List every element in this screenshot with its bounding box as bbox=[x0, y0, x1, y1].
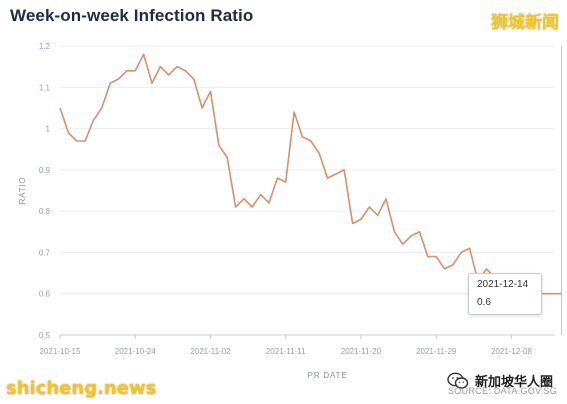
y-axis-title: RATIO bbox=[18, 177, 27, 205]
source-text: SOURCE: DATA.GOV.SG bbox=[447, 386, 557, 396]
y-tick-label: 0.6 bbox=[39, 290, 51, 299]
y-tick-label: 0.8 bbox=[39, 207, 51, 216]
x-tick-label: 2021-12-08 bbox=[491, 347, 532, 356]
series-line bbox=[59, 53, 562, 295]
watermark-top-right: 狮城新闻 bbox=[491, 13, 559, 33]
y-tick-label: 0.9 bbox=[39, 166, 51, 175]
series-group bbox=[59, 53, 562, 295]
x-tick-label: 2021-11-29 bbox=[416, 347, 457, 356]
tooltip-date: 2021-12-14 bbox=[477, 279, 529, 290]
y-tick-label: 1 bbox=[46, 125, 51, 134]
x-tick-label: 2021-10-24 bbox=[115, 347, 156, 356]
y-tick-label: 0.5 bbox=[39, 331, 51, 340]
y-tick-label: 0.7 bbox=[39, 248, 51, 257]
x-tick-label: 2021-11-11 bbox=[266, 347, 306, 356]
watermark-bottom-right-text: 新加坡华人圈 bbox=[474, 375, 553, 390]
x-tick-label: 2021-11-02 bbox=[190, 347, 231, 356]
chart-title: Week-on-week Infection Ratio bbox=[10, 6, 254, 25]
tooltip-value: 0.6 bbox=[477, 297, 491, 308]
y-tick-label: 1.2 bbox=[39, 42, 51, 51]
y-tick-label: 1.1 bbox=[39, 83, 51, 92]
x-tick-label: 2021-11-20 bbox=[341, 347, 382, 356]
y-tick-labels: 0.5 0.6 0.7 0.8 0.9 1 1.1 1.2 bbox=[39, 42, 51, 340]
wechat-icon bbox=[447, 372, 469, 389]
watermark-bottom-left: shicheng.news bbox=[6, 378, 157, 399]
x-axis-title: PR DATE bbox=[308, 371, 348, 380]
x-tick-label: 2021-10-15 bbox=[40, 347, 81, 356]
tooltip: 2021-12-14 0.6 bbox=[468, 273, 542, 315]
x-tick-labels: 2021-10-15 2021-10-24 2021-11-02 2021-11-11… bbox=[40, 335, 532, 356]
watermark-bottom-right: 新加坡华人圈 bbox=[447, 371, 553, 390]
